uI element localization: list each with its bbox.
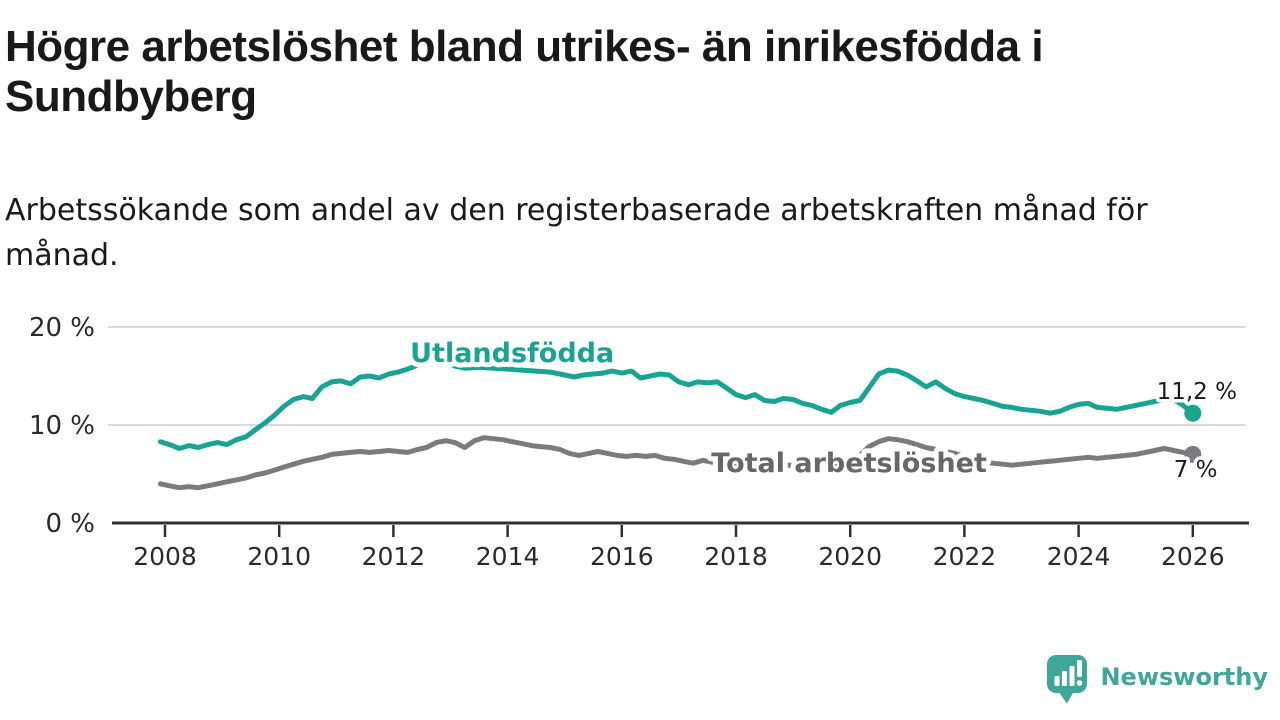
x-tick-label-2026: 2026 xyxy=(1161,542,1225,571)
x-tick-label-2020: 2020 xyxy=(818,542,882,571)
series-end-dot-utlandsf-dda xyxy=(1184,404,1202,422)
series-end-dot-total-arbetsl-shet xyxy=(1184,445,1202,463)
logo-wordmark: Newsworthy xyxy=(1100,663,1268,691)
x-tick-label-2012: 2012 xyxy=(362,542,426,571)
bar-chart-speech-bubble-icon xyxy=(1047,655,1088,704)
x-tick-label-2022: 2022 xyxy=(933,542,997,571)
x-tick-label-2010: 2010 xyxy=(247,542,311,571)
page-title: Högre arbetslöshet bland utrikes- än inr… xyxy=(5,22,1044,121)
series-label-total-arbetsl-shet: Total arbetslöshet xyxy=(711,448,987,479)
chart-subtitle: Arbetssökande som andel av den registerb… xyxy=(5,193,1148,273)
x-tick-label-2014: 2014 xyxy=(476,542,540,571)
x-tick-label-2008: 2008 xyxy=(133,542,197,571)
series-label-utlandsf-dda: Utlandsfödda xyxy=(410,338,614,369)
end-value-label-7-: 7 % xyxy=(1174,457,1218,483)
chart-header: Högre arbetslöshet bland utrikes- än inr… xyxy=(5,22,1235,122)
y-axis-label-10: 10 % xyxy=(29,411,95,441)
series-line-utlandsf-dda xyxy=(157,356,1196,451)
x-tick-label-2018: 2018 xyxy=(704,542,768,571)
end-value-label-11-2-: 11,2 % xyxy=(1157,379,1237,405)
x-tick-label-2024: 2024 xyxy=(1047,542,1111,571)
x-tick-label-2016: 2016 xyxy=(590,542,654,571)
y-axis-label-0: 0 % xyxy=(45,509,95,539)
series-line-total-arbetsl-shet xyxy=(157,435,1196,491)
y-axis-label-20: 20 % xyxy=(29,313,95,343)
newsworthy-logo: Newsworthy xyxy=(1044,650,1268,704)
